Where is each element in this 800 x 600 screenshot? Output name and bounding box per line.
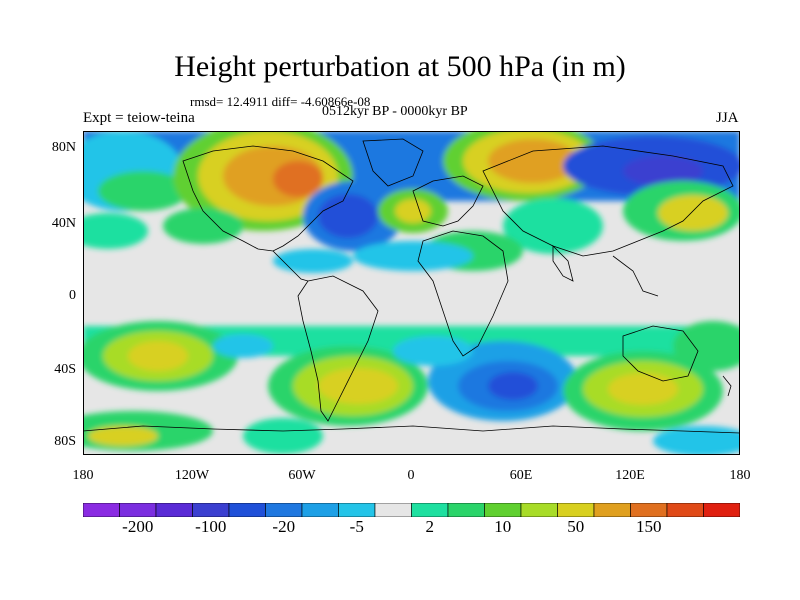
colorbar-swatch: [593, 503, 631, 517]
colorbar-swatch: [338, 503, 376, 517]
lat-label-80n: 80N: [51, 140, 76, 155]
colorbar-label: 50: [567, 517, 585, 536]
coastlines: [83, 138, 740, 434]
statistics-text: rmsd= 12.4911 diff= -4.60866e-08: [190, 94, 371, 109]
colorbar-label: -5: [349, 517, 364, 536]
lon-label-180w: 180: [72, 468, 94, 483]
colorbar-label: 2: [425, 517, 435, 536]
colorbar: [83, 503, 740, 517]
colorbar-label: -100: [195, 517, 227, 536]
period-label: 0512kyr BP - 0000kyr BP: [322, 104, 468, 119]
lat-label-40n: 40N: [51, 216, 76, 231]
lon-label-120w: 120W: [174, 468, 210, 483]
colorbar-label: -200: [122, 517, 154, 536]
lon-label-0: 0: [407, 468, 415, 483]
colorbar-swatch: [447, 503, 485, 517]
colorbar-swatch: [557, 503, 595, 517]
colorbar-label: 10: [494, 517, 512, 536]
colorbar-swatch: [119, 503, 157, 517]
colorbar-swatch: [520, 503, 558, 517]
colorbar-swatch: [228, 503, 266, 517]
colorbar-label: -20: [272, 517, 296, 536]
lon-label-60e: 60E: [509, 468, 533, 483]
contour-field: [83, 131, 740, 455]
lat-label-0: 0: [69, 288, 76, 303]
experiment-label: Expt = teiow-teina: [83, 110, 195, 126]
colorbar-swatch: [265, 503, 303, 517]
colorbar-swatch: [666, 503, 704, 517]
map-plot: [83, 131, 740, 455]
colorbar-swatch: [83, 503, 120, 517]
colorbar-swatch: [703, 503, 740, 517]
colorbar-swatch: [411, 503, 449, 517]
colorbar-swatch: [155, 503, 193, 517]
season-label: JJA: [716, 110, 739, 126]
lat-label-80s: 80S: [54, 434, 76, 449]
colorbar-swatch: [484, 503, 522, 517]
map-title: Height perturbation at 500 hPa (in m): [174, 50, 626, 83]
colorbar-label: 150: [636, 517, 662, 536]
lon-label-60w: 60W: [288, 468, 316, 483]
colorbar-swatch: [301, 503, 339, 517]
lon-label-120e: 120E: [615, 468, 645, 483]
lat-label-40s: 40S: [54, 362, 76, 377]
colorbar-swatch: [630, 503, 668, 517]
lon-label-180e: 180: [729, 468, 751, 483]
colorbar-swatch: [192, 503, 230, 517]
colorbar-swatch: [374, 503, 412, 517]
